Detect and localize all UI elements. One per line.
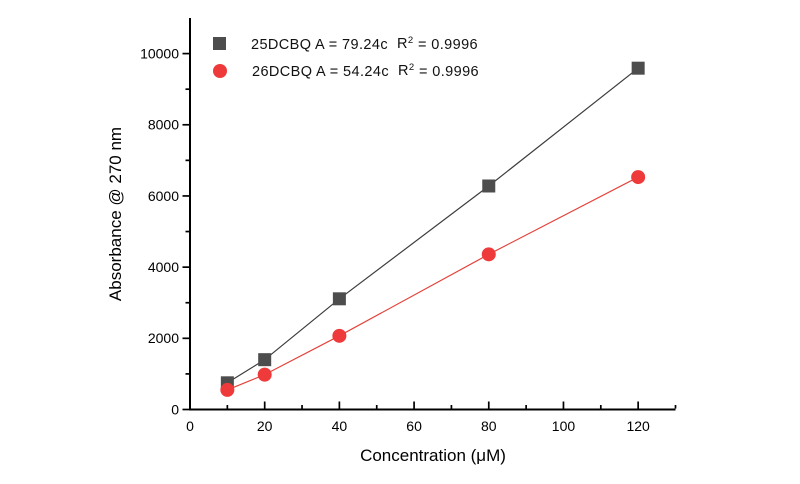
x-tick-label: 60 [406, 418, 422, 434]
legend-item-25dcbq: 25DCBQ A = 79.24c R2 = 0.9996 [213, 30, 479, 57]
25dcbq-data-point [258, 353, 272, 367]
legend-item-26dcbq: 26DCBQ A = 54.24c R2 = 0.9996 [213, 57, 479, 84]
x-tick-label: 100 [552, 418, 576, 434]
legend-square-marker-icon [213, 37, 226, 50]
x-tick-label: 0 [186, 418, 194, 434]
25dcbq-data-point [482, 179, 496, 193]
25dcbq-data-point [332, 292, 346, 306]
25dcbq-fit-line [227, 67, 639, 384]
26dcbq-data-point [332, 328, 347, 343]
x-axis-title: Concentration (μM) [360, 446, 506, 465]
y-tick-label: 8000 [148, 117, 179, 133]
y-tick-label: 2000 [148, 330, 179, 346]
26dcbq-data-point [220, 382, 235, 397]
y-tick-label: 0 [171, 401, 179, 417]
x-tick-label: 120 [626, 418, 650, 434]
26dcbq-data-point [631, 170, 646, 185]
y-tick-label: 4000 [148, 259, 179, 275]
y-tick-label: 10000 [140, 45, 179, 61]
x-tick-label: 20 [257, 418, 273, 434]
y-tick-label: 6000 [148, 188, 179, 204]
axes-layer: 0 20 40 60 80 100 120 0 2000 4000 6000 8000 10000 [140, 18, 677, 434]
26dcbq-data-point [257, 367, 272, 382]
data-series-layer [220, 61, 646, 397]
legend-label-25dcbq: 25DCBQ A = 79.24c R2 = 0.9996 [251, 34, 479, 53]
26dcbq-fit-line [227, 176, 639, 391]
x-tick-label: 40 [332, 418, 348, 434]
legend-label-26dcbq: 26DCBQ A = 54.24c R2 = 0.9996 [252, 61, 480, 80]
x-tick-label: 80 [481, 418, 497, 434]
y-axis-title: Absorbance @ 270 nm [106, 127, 125, 301]
26dcbq-data-point [481, 247, 496, 262]
25dcbq-data-point [631, 61, 645, 75]
legend: 25DCBQ A = 79.24c R2 = 0.9996 26DCBQ A = … [213, 30, 479, 84]
legend-circle-marker-icon [213, 63, 227, 78]
